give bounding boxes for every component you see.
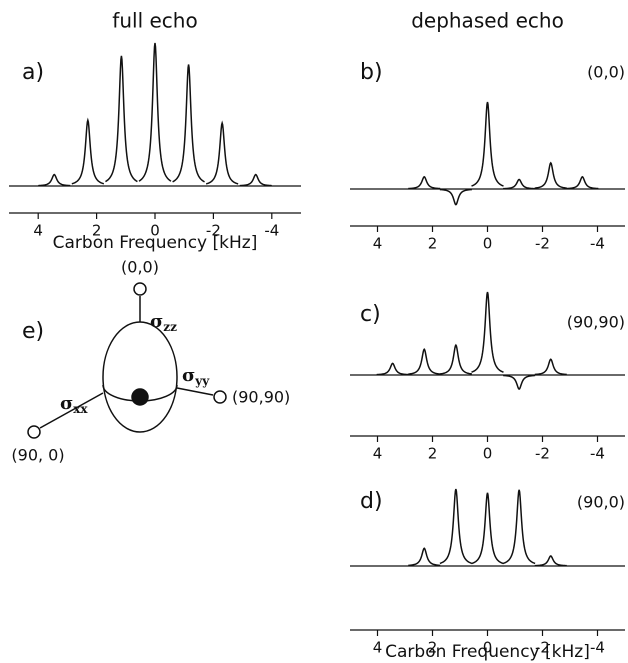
x-tick-label: -4 bbox=[590, 445, 605, 463]
axis-y bbox=[176, 387, 214, 396]
annotation: (90,0) bbox=[577, 493, 625, 512]
annotation: (0,0) bbox=[587, 63, 625, 82]
peak bbox=[439, 343, 472, 375]
x-tick-label: -2 bbox=[535, 639, 550, 657]
subscript: zz bbox=[163, 320, 177, 334]
x-tick-label: 0 bbox=[150, 222, 160, 240]
ellipsoid bbox=[102, 321, 178, 433]
panel-label: d) bbox=[360, 489, 383, 514]
x-axis-label: Carbon Frequency [kHz] bbox=[385, 642, 590, 662]
peak bbox=[71, 117, 105, 185]
tensor-label: σyy bbox=[182, 365, 210, 388]
x-axis-label: Carbon Frequency [kHz] bbox=[53, 233, 258, 253]
tensor-label: σzz bbox=[150, 311, 177, 334]
x-tick-label: -2 bbox=[206, 222, 221, 240]
peak bbox=[408, 175, 441, 190]
x-tick-label: 2 bbox=[428, 445, 438, 463]
peak bbox=[534, 161, 567, 189]
subscript: yy bbox=[194, 374, 210, 388]
panel-label: e) bbox=[22, 319, 44, 344]
sigma: σ bbox=[182, 365, 195, 386]
subscript: xx bbox=[73, 402, 88, 416]
panel-title: full echo bbox=[112, 9, 197, 33]
panel-label: b) bbox=[360, 60, 383, 85]
peak bbox=[205, 120, 239, 185]
x-tick-label: 2 bbox=[428, 639, 438, 657]
x-tick-label: 4 bbox=[373, 639, 383, 657]
sigma: σ bbox=[150, 311, 163, 332]
peak bbox=[38, 173, 71, 187]
orient-marker bbox=[27, 425, 41, 439]
peak bbox=[105, 55, 138, 183]
peak bbox=[439, 488, 473, 565]
x-tick-label: 4 bbox=[33, 222, 43, 240]
x-tick-label: 4 bbox=[373, 445, 383, 463]
orient-marker bbox=[133, 282, 147, 296]
x-tick-label: -2 bbox=[535, 235, 550, 253]
peak bbox=[408, 347, 441, 375]
peak bbox=[408, 547, 441, 567]
peak bbox=[534, 358, 567, 376]
peak bbox=[138, 42, 172, 182]
peak bbox=[503, 374, 536, 391]
x-tick-label: 2 bbox=[92, 222, 102, 240]
orientation-label: (90, 0) bbox=[11, 446, 64, 465]
peak bbox=[471, 101, 504, 187]
peak bbox=[502, 489, 536, 565]
center-dot bbox=[131, 388, 149, 406]
x-tick-label: 0 bbox=[483, 639, 493, 657]
panel-label: c) bbox=[360, 302, 381, 327]
sigma: σ bbox=[60, 393, 73, 414]
x-tick-label: -4 bbox=[264, 222, 279, 240]
tensor-label: σxx bbox=[60, 393, 88, 416]
orientation-label: (90,90) bbox=[232, 388, 290, 407]
x-tick-label: -4 bbox=[590, 235, 605, 253]
peak bbox=[172, 64, 205, 183]
diagram bbox=[27, 282, 227, 439]
x-tick-label: -4 bbox=[590, 639, 605, 657]
peak bbox=[471, 492, 504, 565]
x-tick-label: 4 bbox=[373, 235, 383, 253]
annotation: (90,90) bbox=[567, 313, 625, 332]
x-tick-label: 0 bbox=[483, 235, 493, 253]
peak bbox=[566, 175, 599, 190]
peak bbox=[471, 291, 504, 373]
peak bbox=[439, 188, 472, 206]
orientation-label: (0,0) bbox=[121, 258, 159, 277]
peak bbox=[239, 173, 272, 187]
panel-title: dephased echo bbox=[411, 9, 564, 33]
x-tick-label: 0 bbox=[483, 445, 493, 463]
axis-x bbox=[39, 392, 104, 429]
orient-marker bbox=[213, 390, 227, 404]
peak bbox=[534, 555, 567, 567]
panel-label: a) bbox=[22, 60, 44, 85]
peak bbox=[503, 178, 536, 190]
x-tick-label: 2 bbox=[428, 235, 438, 253]
x-tick-label: -2 bbox=[535, 445, 550, 463]
peak bbox=[376, 362, 409, 376]
